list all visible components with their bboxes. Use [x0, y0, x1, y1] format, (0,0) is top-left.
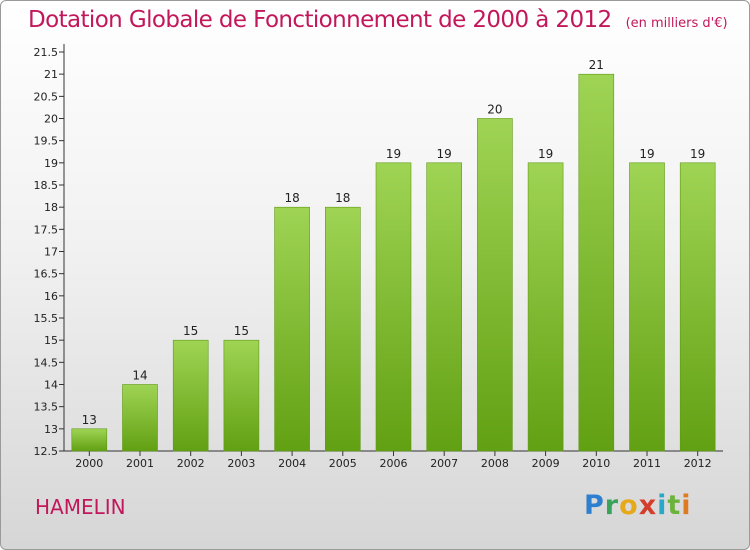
bar	[71, 428, 108, 452]
x-tick-label: 2002	[177, 457, 205, 470]
x-tick-label: 2012	[684, 457, 712, 470]
bar-value-label: 19	[538, 147, 553, 161]
x-tick-label: 2006	[380, 457, 408, 470]
y-tick-label: 20.5	[34, 90, 59, 103]
y-tick-label: 17	[44, 246, 58, 259]
bar	[324, 206, 361, 452]
bar-value-label: 14	[132, 369, 147, 383]
bar	[223, 339, 260, 452]
bar-value-label: 19	[437, 147, 452, 161]
bar	[172, 339, 209, 452]
bar	[679, 162, 716, 452]
bar-value-label: 20	[487, 103, 502, 117]
x-tick-label: 2011	[633, 457, 661, 470]
bar-value-label: 18	[284, 191, 299, 205]
x-tick-label: 2009	[532, 457, 560, 470]
proxiti-logo[interactable]: Proxiti	[584, 490, 692, 521]
y-tick-label: 15	[44, 334, 58, 347]
y-tick-label: 21.5	[34, 46, 59, 59]
y-tick-label: 21	[44, 68, 58, 81]
y-tick-label: 18.5	[34, 179, 59, 192]
y-tick-label: 14	[44, 379, 58, 392]
bar	[527, 162, 564, 452]
y-tick-label: 15.5	[34, 312, 59, 325]
y-tick-label: 13.5	[34, 401, 59, 414]
x-tick-label: 2007	[430, 457, 458, 470]
bar-value-label: 21	[589, 58, 604, 72]
y-tick-label: 19	[44, 157, 58, 170]
y-tick-label: 19.5	[34, 135, 59, 148]
bar-value-label: 19	[690, 147, 705, 161]
x-tick-label: 2004	[278, 457, 306, 470]
bar-value-label: 15	[183, 324, 198, 338]
bar	[629, 162, 665, 452]
bar-value-label: 18	[335, 191, 350, 205]
x-tick-label: 2005	[329, 457, 357, 470]
x-tick-label: 2003	[227, 457, 255, 470]
y-tick-label: 14.5	[34, 356, 59, 369]
y-tick-label: 18	[44, 201, 58, 214]
x-tick-label: 2001	[126, 457, 154, 470]
bar-value-label: 19	[639, 147, 654, 161]
bar-value-label: 13	[82, 413, 97, 427]
x-tick-label: 2000	[75, 457, 103, 470]
chart-subtitle: (en milliers d'€)	[625, 16, 728, 31]
bar-value-label: 19	[386, 147, 401, 161]
bar	[578, 73, 615, 452]
chart-title: Dotation Globale de Fonctionnement de 20…	[28, 7, 728, 33]
y-tick-label: 12.5	[34, 445, 59, 458]
bar	[477, 118, 513, 452]
bar	[375, 162, 412, 452]
bar	[274, 206, 310, 452]
bar	[122, 384, 158, 452]
y-tick-label: 20	[44, 113, 58, 126]
bar	[426, 162, 463, 452]
x-tick-label: 2010	[582, 457, 610, 470]
axes: 12.5 13 13.5 14 14.5 15 15.5 16 16.5 17 17.5 18 18.5…	[34, 44, 723, 470]
y-tick-label: 17.5	[34, 223, 59, 236]
y-tick-label: 16.5	[34, 268, 59, 281]
y-tick-label: 13	[44, 423, 58, 436]
commune-name: HAMELIN	[35, 495, 126, 519]
x-tick-label: 2008	[481, 457, 509, 470]
y-tick-label: 16	[44, 290, 58, 303]
bar-value-label: 15	[234, 324, 249, 338]
bars: 13 14 15 15 18 18 19 19 20 19 21 19 19	[71, 58, 716, 452]
chart-title-text: Dotation Globale de Fonctionnement de 20…	[28, 7, 612, 33]
